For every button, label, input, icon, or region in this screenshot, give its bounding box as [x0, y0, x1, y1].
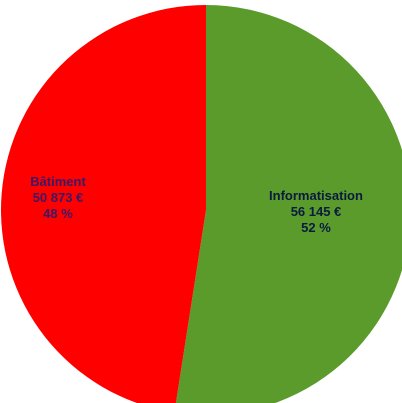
pie-slice-batiment [1, 5, 206, 403]
slice-value: 50 873 € [33, 190, 84, 205]
pie-slice-informatisation [175, 5, 402, 403]
slice-value: 56 145 € [291, 204, 342, 219]
slice-percent: 48 % [43, 206, 73, 221]
slice-percent: 52 % [301, 220, 331, 235]
slice-label: Informatisation [269, 188, 363, 203]
pie-slices [1, 5, 402, 403]
slice-label: Bâtiment [30, 174, 86, 189]
